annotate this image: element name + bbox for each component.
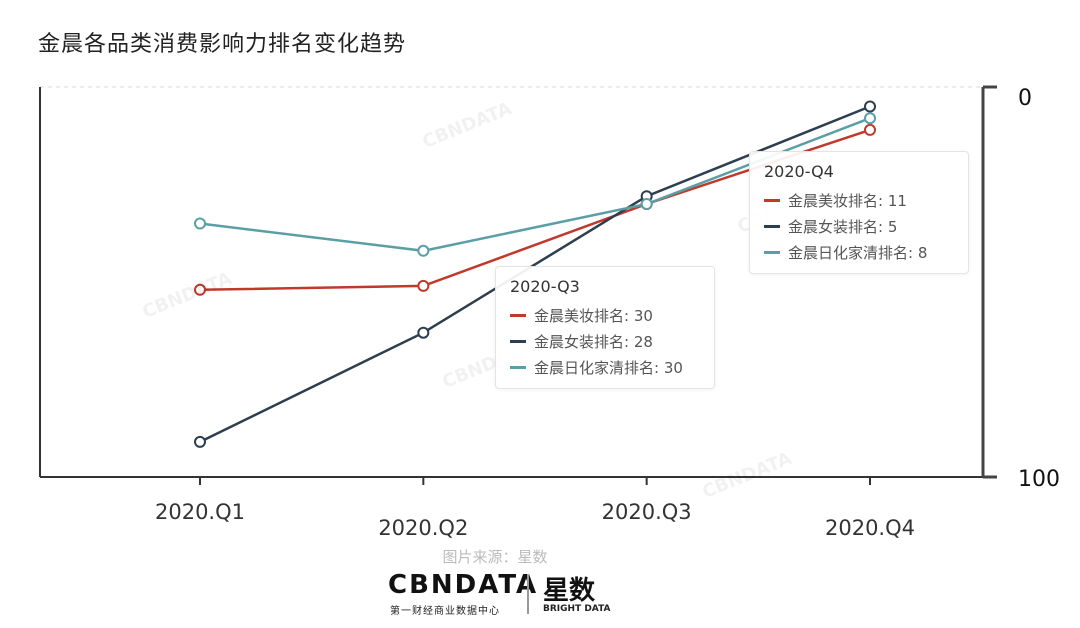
- data-point: [864, 112, 876, 125]
- series-swatch: [510, 339, 526, 343]
- data-point: [417, 326, 430, 339]
- tooltip-row: 金晨日化家清排名: 30: [510, 354, 700, 380]
- tooltip-row: 金晨日化家清排名: 8: [764, 239, 954, 265]
- tooltip-row-label: 金晨女装排名: 5: [788, 217, 898, 236]
- cbndata-logo: CBNDATA: [388, 570, 539, 600]
- series-swatch: [764, 198, 780, 202]
- tooltip-q4: 2020-Q4 金晨美妆排名: 11 金晨女装排名: 5 金晨日化家清排名: 8: [749, 151, 969, 274]
- x-tick-label: 2020.Q4: [825, 516, 915, 540]
- tooltip-row-label: 金晨女装排名: 28: [534, 332, 653, 351]
- data-point: [417, 279, 430, 292]
- series-swatch: [764, 250, 780, 254]
- y-tick-label: 100: [1018, 467, 1060, 492]
- data-point: [864, 100, 876, 113]
- series-swatch: [510, 313, 526, 317]
- data-point: [194, 217, 206, 230]
- logo-divider: [527, 574, 529, 614]
- chart-title: 金晨各品类消费影响力排名变化趋势: [38, 32, 407, 57]
- tooltip-row: 金晨美妆排名: 30: [510, 302, 700, 328]
- tooltip-q3: 2020-Q3 金晨美妆排名: 30 金晨女装排名: 28 金晨日化家清排名: …: [495, 266, 715, 389]
- series-swatch: [510, 365, 526, 369]
- x-tick-label: 2020.Q3: [602, 500, 692, 524]
- data-point: [417, 244, 430, 257]
- brightdata-logo: 星数: [543, 576, 596, 606]
- x-tick-label: 2020.Q1: [155, 500, 245, 524]
- data-point: [640, 198, 653, 210]
- tooltip-row: 金晨美妆排名: 11: [764, 187, 954, 213]
- chart-axes: [39, 85, 997, 485]
- data-point: [194, 283, 206, 296]
- tooltip-row-label: 金晨日化家清排名: 30: [534, 358, 683, 377]
- tooltip-row: 金晨女装排名: 5: [764, 213, 954, 239]
- chart-labels: 0 100 2020.Q1 2020.Q2 2020.Q3 2020.Q4: [155, 86, 1060, 540]
- x-tick-label: 2020.Q2: [378, 516, 468, 540]
- y-tick-label: 0: [1018, 86, 1032, 111]
- chart-points: [194, 100, 876, 448]
- tooltip-title: 2020-Q4: [764, 162, 834, 181]
- tooltip-row-label: 金晨美妆排名: 30: [534, 306, 653, 325]
- tooltip-row: 金晨女装排名: 28: [510, 328, 700, 354]
- tooltip-row-label: 金晨美妆排名: 11: [788, 191, 907, 210]
- cbndata-logo-subtitle: 第一财经商业数据中心: [390, 606, 500, 617]
- tooltip-row-label: 金晨日化家清排名: 8: [788, 243, 928, 262]
- tooltip-title: 2020-Q3: [510, 277, 580, 296]
- data-point: [194, 435, 206, 448]
- source-caption: 图片来源：星数: [442, 548, 548, 566]
- data-point: [864, 123, 876, 136]
- brightdata-logo-subtitle: BRIGHT DATA: [543, 604, 611, 614]
- series-swatch: [764, 224, 780, 228]
